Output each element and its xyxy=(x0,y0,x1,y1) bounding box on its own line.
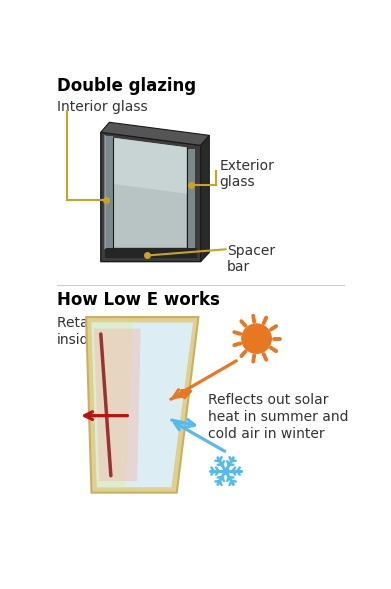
Polygon shape xyxy=(94,329,141,481)
Circle shape xyxy=(242,324,271,353)
Polygon shape xyxy=(86,317,199,492)
Polygon shape xyxy=(101,133,201,262)
Polygon shape xyxy=(101,123,209,145)
Polygon shape xyxy=(105,248,197,258)
Text: How Low E works: How Low E works xyxy=(57,291,219,309)
Polygon shape xyxy=(113,138,187,194)
Polygon shape xyxy=(105,136,113,248)
Text: Reflects out solar
heat in summer and
cold air in winter: Reflects out solar heat in summer and co… xyxy=(208,392,348,441)
Text: Interior glass: Interior glass xyxy=(57,100,147,114)
Polygon shape xyxy=(113,138,187,248)
Polygon shape xyxy=(91,322,193,487)
Text: Retains heat
inside: Retains heat inside xyxy=(57,316,144,347)
Polygon shape xyxy=(91,322,133,487)
Text: Spacer
bar: Spacer bar xyxy=(227,244,275,274)
Text: Double glazing: Double glazing xyxy=(57,77,196,95)
Text: Exterior
glass: Exterior glass xyxy=(219,159,274,190)
Polygon shape xyxy=(201,135,209,262)
Polygon shape xyxy=(187,149,195,248)
